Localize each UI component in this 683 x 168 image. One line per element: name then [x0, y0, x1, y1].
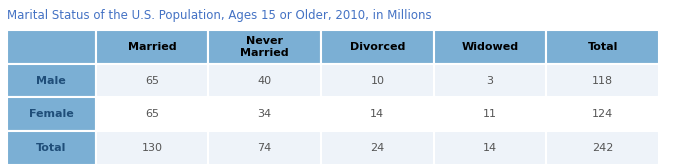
- Text: 242: 242: [592, 143, 613, 153]
- Text: Total: Total: [36, 143, 66, 153]
- Text: 10: 10: [370, 76, 385, 86]
- Text: Male: Male: [36, 76, 66, 86]
- Text: 65: 65: [145, 76, 159, 86]
- Bar: [7, 30, 96, 64]
- Text: 3: 3: [486, 76, 494, 86]
- Bar: [321, 131, 434, 165]
- Bar: [434, 30, 546, 64]
- Text: Female: Female: [29, 109, 74, 119]
- Text: 40: 40: [257, 76, 272, 86]
- Bar: [96, 97, 208, 131]
- Text: 65: 65: [145, 109, 159, 119]
- Text: 124: 124: [592, 109, 613, 119]
- Text: Total: Total: [587, 42, 618, 52]
- Bar: [208, 64, 321, 97]
- Text: 11: 11: [483, 109, 497, 119]
- Bar: [321, 64, 434, 97]
- Bar: [546, 64, 659, 97]
- Bar: [96, 30, 208, 64]
- Bar: [434, 131, 546, 165]
- Text: 74: 74: [257, 143, 272, 153]
- Bar: [208, 131, 321, 165]
- Bar: [321, 97, 434, 131]
- Bar: [546, 97, 659, 131]
- Text: 130: 130: [141, 143, 163, 153]
- Text: Married: Married: [128, 42, 176, 52]
- Text: 118: 118: [592, 76, 613, 86]
- Bar: [96, 131, 208, 165]
- Text: 14: 14: [370, 109, 385, 119]
- Text: 24: 24: [370, 143, 385, 153]
- Text: Marital Status of the U.S. Population, Ages 15 or Older, 2010, in Millions: Marital Status of the U.S. Population, A…: [7, 9, 432, 22]
- Bar: [208, 30, 321, 64]
- Text: Divorced: Divorced: [350, 42, 405, 52]
- Bar: [7, 131, 96, 165]
- Text: 14: 14: [483, 143, 497, 153]
- Bar: [546, 30, 659, 64]
- Bar: [321, 30, 434, 64]
- Bar: [434, 97, 546, 131]
- Bar: [208, 97, 321, 131]
- Text: Never
Married: Never Married: [240, 36, 289, 58]
- Bar: [96, 64, 208, 97]
- Bar: [7, 64, 96, 97]
- Text: Widowed: Widowed: [462, 42, 518, 52]
- Bar: [434, 64, 546, 97]
- Bar: [546, 131, 659, 165]
- Text: 34: 34: [257, 109, 272, 119]
- Bar: [7, 97, 96, 131]
